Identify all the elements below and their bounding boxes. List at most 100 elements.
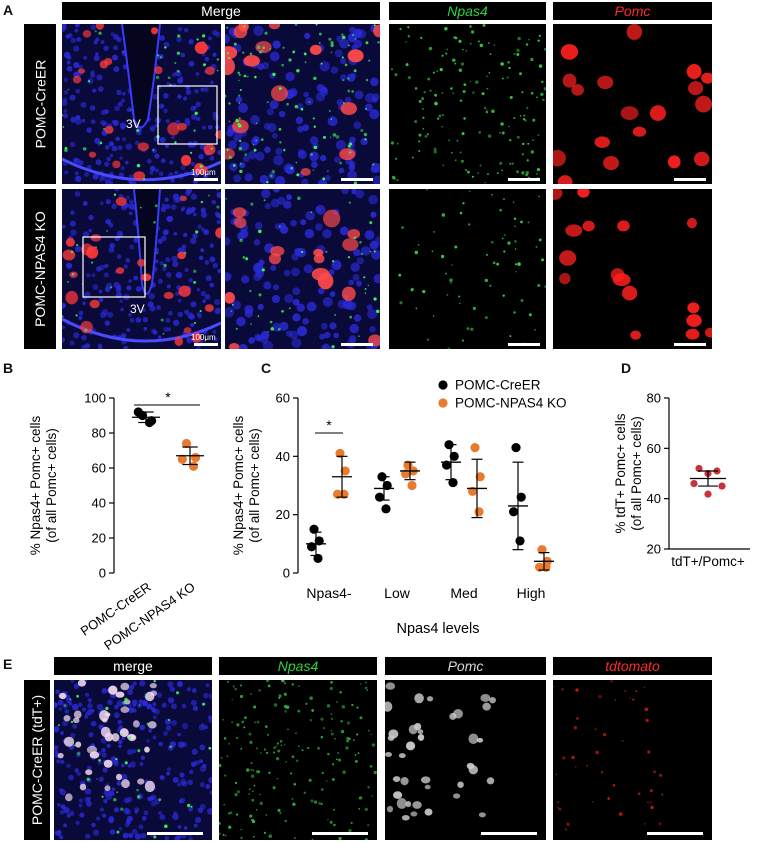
data-point — [381, 504, 391, 514]
panel-letter-a: A — [3, 2, 14, 18]
data-point — [181, 438, 192, 449]
y-axis-label-line: (of all Pomc+ cells) — [44, 428, 59, 542]
micrograph-canvas — [553, 189, 712, 349]
data-point — [718, 482, 726, 490]
data-point — [407, 480, 417, 491]
y-tick-label: 80 — [647, 391, 661, 406]
micrograph-canvas: 3V 100μm — [62, 24, 221, 184]
data-point — [309, 524, 319, 534]
y-tick-label: 20 — [647, 542, 661, 557]
micrograph-npas4-ko — [389, 189, 546, 349]
data-point — [508, 507, 519, 517]
data-point — [448, 477, 458, 488]
y-tick-label: 60 — [647, 441, 661, 456]
row-label-pomc-creer: POMC-CreER — [24, 24, 56, 184]
panel-letter-c: C — [261, 360, 272, 376]
y-axis-label: % Npas4+ Pomc+ cells(of all Pomc+ cells) — [28, 415, 59, 555]
x-tick-label: tdT+/Pomc+ — [671, 554, 745, 569]
y-axis-label-line: % Npas4+ Pomc+ cells — [28, 415, 43, 555]
scale-label: 100μm — [191, 333, 216, 342]
ventricle-label: 3V — [126, 117, 141, 131]
header-e-tdtomato: tdtomato — [553, 657, 712, 675]
header-e-merge: merge — [54, 657, 212, 675]
data-point — [191, 452, 201, 463]
micrograph-canvas — [54, 680, 212, 840]
micrograph-merge-overview-creer: 3V 100μm — [62, 24, 221, 184]
micrograph-e-npas4 — [219, 680, 377, 840]
data-point — [475, 472, 485, 482]
data-point — [335, 448, 345, 459]
data-point — [695, 464, 703, 473]
data-point — [516, 492, 526, 502]
x-tick-label: High — [517, 585, 546, 601]
data-point — [535, 562, 545, 572]
y-tick-label: 60 — [276, 391, 290, 406]
y-tick-label: 0 — [283, 566, 290, 581]
micrograph-canvas — [389, 189, 546, 349]
y-axis-label-line: (of all Pomc+ cells) — [247, 428, 262, 542]
y-tick-label: 0 — [99, 566, 106, 581]
data-point — [511, 442, 521, 453]
y-tick-label: 100 — [84, 391, 106, 406]
row-label-pomc-npas4-ko: POMC-NPAS4 KO — [24, 189, 56, 349]
y-tick-label: 40 — [647, 491, 661, 506]
micrograph-canvas — [225, 24, 380, 184]
header-pomc: Pomc — [553, 2, 712, 20]
y-tick-label: 40 — [276, 449, 290, 464]
y-axis-label-line: % tdT+ Pomc+ cells — [613, 413, 628, 533]
micrograph-npas4-creer — [389, 24, 546, 184]
x-axis-label: Npas4 levels — [396, 621, 479, 637]
data-point — [690, 479, 698, 488]
y-tick-label: 20 — [92, 531, 106, 546]
micrograph-canvas — [553, 24, 712, 184]
y-tick-label: 40 — [92, 496, 106, 511]
row-label-e: POMC-CreER (tdT+) — [24, 680, 50, 840]
x-tick-label: Med — [450, 585, 477, 601]
panel-letter-b: B — [3, 360, 14, 376]
legend-label: POMC-NPAS4 KO — [455, 396, 567, 411]
y-tick-label: 80 — [92, 426, 106, 441]
ventricle-label: 3V — [130, 302, 145, 316]
legend-label: POMC-CreER — [455, 378, 541, 393]
data-point — [375, 492, 385, 502]
data-point — [340, 466, 350, 476]
legend-marker — [438, 398, 448, 408]
data-point — [313, 553, 323, 564]
data-point — [470, 442, 480, 453]
scale-label: 100μm — [191, 168, 216, 177]
data-point — [704, 490, 712, 498]
micrograph-canvas — [219, 680, 377, 840]
micrograph-canvas — [385, 680, 546, 840]
y-axis-label-line: % Npas4+ Pomc+ cells — [231, 415, 246, 555]
data-point — [333, 489, 343, 499]
y-axis-label: % tdT+ Pomc+ cells(of all Pomc+ cells) — [613, 413, 644, 533]
micrograph-e-tdtomato — [553, 680, 712, 840]
micrograph-canvas: 3V 100μm — [62, 189, 221, 349]
micrograph-pomc-ko — [553, 189, 712, 349]
data-point — [449, 451, 459, 461]
micrograph-merge-overview-ko: 3V 100μm — [62, 189, 221, 349]
micrograph-canvas — [225, 189, 380, 349]
legend-marker — [438, 380, 448, 390]
micrograph-pomc-creer — [553, 24, 712, 184]
header-e-pomc: Pomc — [385, 657, 546, 675]
micrograph-merge-zoom-ko — [225, 189, 380, 349]
y-axis-label-line: (of all Pomc+ cells) — [629, 416, 644, 530]
header-e-npas4: Npas4 — [219, 657, 377, 675]
chart-b: 0 20 40 60 80 100 % Npas4+ Pomc+ cells(of all … — [28, 389, 204, 650]
x-tick-label: Low — [384, 585, 411, 601]
y-tick-label: 20 — [276, 507, 290, 522]
x-tick-label: Npas4- — [306, 585, 351, 601]
micrograph-canvas — [553, 680, 712, 840]
micrograph-e-pomc — [385, 680, 546, 840]
data-point — [474, 507, 484, 517]
panel-letter-d: D — [621, 360, 632, 376]
y-tick-label: 60 — [92, 461, 106, 476]
header-merge: Merge — [62, 2, 380, 20]
significance-star: * — [165, 389, 171, 405]
micrograph-merge-zoom-creer — [225, 24, 380, 184]
data-point — [537, 545, 547, 555]
micrograph-e-merge — [54, 680, 212, 840]
